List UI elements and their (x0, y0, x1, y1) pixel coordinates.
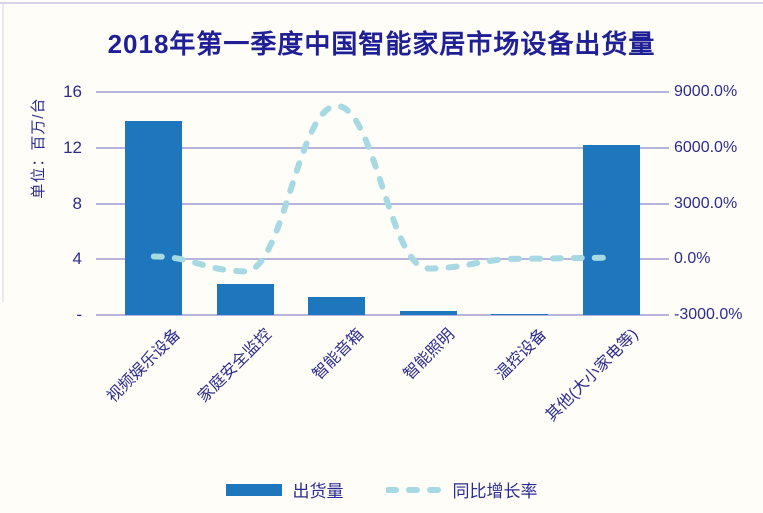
gridline (108, 202, 657, 205)
gridline (108, 91, 657, 93)
right-axis-tick-label: 6000.0% (674, 138, 738, 156)
legend-item-growth: 同比增长率 (385, 477, 538, 502)
x-axis-category-label: 智能音箱 (309, 326, 367, 384)
right-axis-tick-label: 9000.0% (674, 83, 738, 100)
shipment-bar (308, 296, 366, 315)
axis-tick (96, 258, 108, 261)
shipment-bar (491, 314, 549, 315)
growth-line (150, 102, 615, 275)
shipment-bar (125, 121, 183, 315)
left-axis-tick-label: 16 (63, 82, 82, 101)
x-axis-category-label: 温控设备 (492, 326, 550, 384)
gridline (108, 258, 657, 261)
axis-tick (657, 202, 669, 205)
axis-tick (657, 146, 669, 149)
right-axis-tick-label: 0.0% (674, 250, 711, 268)
x-axis-category-label: 智能照明 (400, 326, 459, 384)
gridline (108, 146, 657, 149)
left-axis-tick-label: - (76, 305, 82, 324)
left-axis-tick-label: 4 (72, 249, 82, 269)
shipment-bar (399, 310, 457, 315)
right-axis-tick-label: 3000.0% (674, 194, 738, 212)
left-border-line (2, 2, 4, 302)
line-series-swatch (385, 486, 442, 493)
axis-tick (96, 146, 108, 149)
axis-tick (96, 91, 108, 93)
legend-label-growth: 同比增长率 (452, 482, 538, 501)
x-axis-category-label: 视频娱乐设备 (103, 326, 184, 406)
legend-label-shipments: 出货量 (292, 482, 344, 501)
shipment-bar (216, 284, 274, 315)
axis-tick (657, 91, 669, 93)
legend: 出货量 同比增长率 (0, 477, 763, 502)
shipment-bar (582, 144, 640, 315)
x-axis-category-label: 其他(大小家电等) (542, 326, 642, 425)
axis-tick (657, 258, 669, 261)
gridline (108, 314, 657, 316)
x-axis-category-label: 家庭安全监控 (195, 326, 276, 406)
left-axis-tick-label: 8 (72, 193, 82, 213)
bar-series-swatch (225, 483, 282, 496)
axis-tick (657, 314, 669, 316)
top-border-line (0, 2, 763, 4)
right-axis-tick-label: -3000.0% (674, 306, 743, 323)
chart-title: 2018年第一季度中国智能家居市场设备出货量 (107, 29, 656, 59)
left-axis-tick-label: 12 (63, 137, 82, 157)
axis-tick (96, 314, 108, 316)
legend-item-shipments: 出货量 (225, 477, 344, 502)
axis-tick (96, 202, 108, 205)
